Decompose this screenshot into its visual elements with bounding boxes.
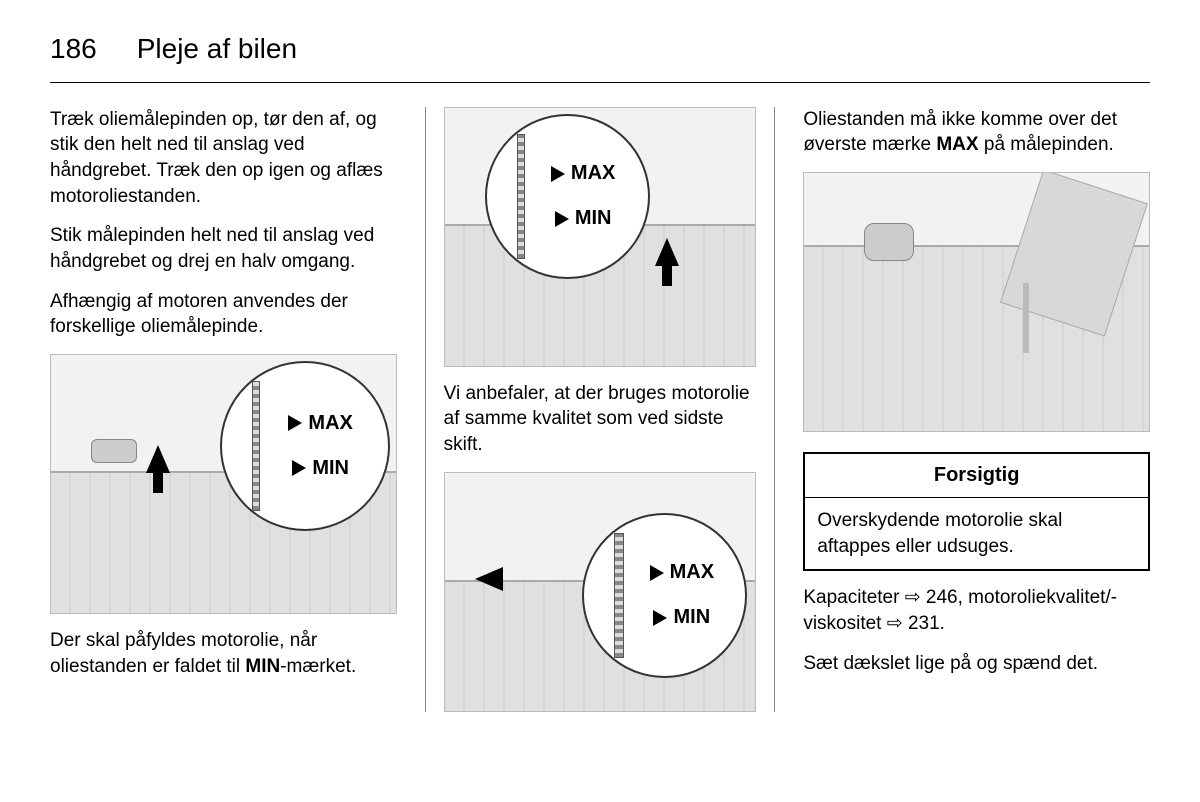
pointer-icon bbox=[555, 211, 569, 227]
arrow-up-icon bbox=[146, 445, 170, 473]
min-label-row: MIN bbox=[292, 455, 349, 482]
arrow-stem bbox=[662, 266, 672, 286]
col1-para-4: Der skal påfyldes motorolie, når oliesta… bbox=[50, 628, 397, 679]
column-1: Træk oliemålepinden op, tør den af, og s… bbox=[50, 107, 401, 712]
col3-para-2: Kapaciteter ⇨ 246, motoroliekvalitet/-vi… bbox=[803, 585, 1150, 636]
pointer-icon bbox=[551, 166, 565, 182]
pointer-icon bbox=[653, 610, 667, 626]
max-bold: MAX bbox=[936, 134, 978, 155]
figure-dipstick-b: MAX MIN bbox=[444, 107, 757, 367]
oil-stream-icon bbox=[1023, 283, 1029, 353]
page-header: 186 Pleje af bilen bbox=[50, 30, 1150, 83]
arrow-left-icon bbox=[475, 567, 503, 591]
col3-para-3: Sæt dækslet lige på og spænd det. bbox=[803, 651, 1150, 677]
caution-body: Overskydende motorolie skal aftappes ell… bbox=[805, 498, 1148, 569]
dipstick-icon bbox=[252, 381, 260, 511]
min-label-row: MIN bbox=[653, 604, 710, 631]
column-2: MAX MIN Vi anbefaler, at der bruges moto… bbox=[425, 107, 776, 712]
min-label-row: MIN bbox=[555, 205, 612, 232]
pointer-icon bbox=[288, 415, 302, 431]
max-label: MAX bbox=[308, 410, 352, 437]
dipstick-callout: MAX MIN bbox=[220, 361, 390, 531]
dipstick-icon bbox=[517, 134, 525, 259]
col3-para-1: Oliestanden må ikke komme over det øvers… bbox=[803, 107, 1150, 158]
min-label: MIN bbox=[575, 205, 612, 232]
figure-dipstick-a: MAX MIN bbox=[50, 354, 397, 614]
figure-dipstick-c: MAX MIN bbox=[444, 472, 757, 712]
column-3: Oliestanden må ikke komme over det øvers… bbox=[799, 107, 1150, 712]
min-label: MIN bbox=[673, 604, 710, 631]
dipstick-callout: MAX MIN bbox=[485, 114, 650, 279]
col2-para-1: Vi anbefaler, at der bruges motorolie af… bbox=[444, 381, 757, 458]
max-label-row: MAX bbox=[551, 160, 615, 187]
max-label-row: MAX bbox=[650, 559, 714, 586]
text-run: -mærket. bbox=[280, 656, 356, 677]
pointer-icon bbox=[650, 565, 664, 581]
oil-cap-icon bbox=[91, 439, 137, 463]
figure-oil-fill bbox=[803, 172, 1150, 432]
min-bold: MIN bbox=[245, 656, 280, 677]
max-label: MAX bbox=[670, 559, 714, 586]
section-title: Pleje af bilen bbox=[137, 30, 297, 68]
max-label-row: MAX bbox=[288, 410, 352, 437]
text-run: på målepinden. bbox=[979, 134, 1114, 155]
oil-cap-icon bbox=[864, 223, 914, 261]
col1-para-1: Træk oliemålepinden op, tør den af, og s… bbox=[50, 107, 397, 210]
caution-title: Forsigtig bbox=[805, 454, 1148, 498]
caution-box: Forsigtig Overskydende motorolie skal af… bbox=[803, 452, 1150, 571]
page-number: 186 bbox=[50, 30, 97, 68]
col1-para-2: Stik målepinden helt ned til anslag ved … bbox=[50, 223, 397, 274]
dipstick-icon bbox=[614, 533, 624, 658]
min-label: MIN bbox=[312, 455, 349, 482]
arrow-stem bbox=[153, 473, 163, 493]
pointer-icon bbox=[292, 460, 306, 476]
content-columns: Træk oliemålepinden op, tør den af, og s… bbox=[50, 107, 1150, 712]
dipstick-callout: MAX MIN bbox=[582, 513, 747, 678]
max-label: MAX bbox=[571, 160, 615, 187]
col1-para-3: Afhængig af motoren anvendes der forskel… bbox=[50, 289, 397, 340]
arrow-up-icon bbox=[655, 238, 679, 266]
